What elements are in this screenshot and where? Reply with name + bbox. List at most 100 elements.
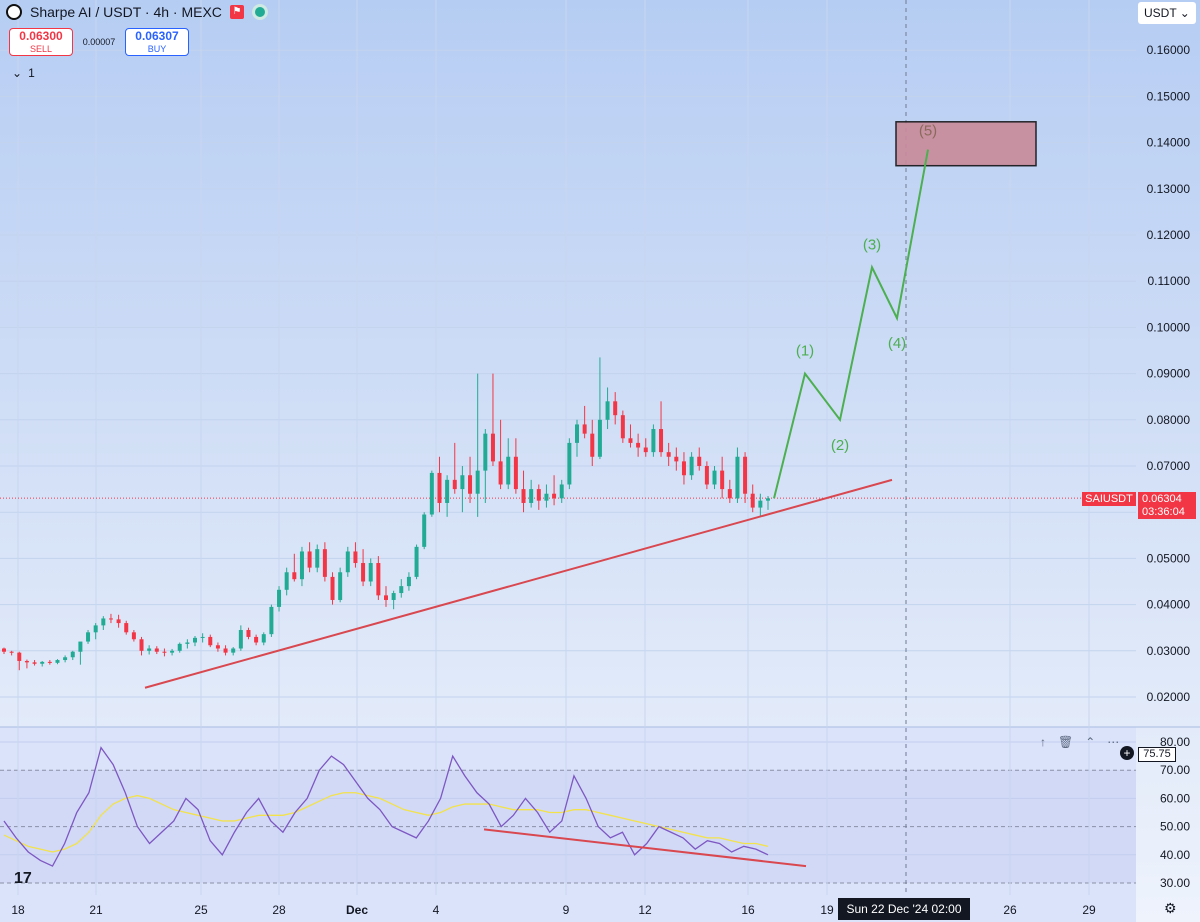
candle-body bbox=[567, 442, 572, 485]
last-price-tag: 0.06304 03:36:04 bbox=[1138, 492, 1196, 519]
candle-body bbox=[200, 636, 205, 638]
candle-body bbox=[9, 651, 14, 653]
candle-body bbox=[452, 479, 457, 490]
price-tick-label: 0.14000 bbox=[1147, 136, 1191, 150]
candle-body bbox=[666, 452, 671, 457]
gear-icon[interactable]: ⚙ bbox=[1164, 900, 1177, 916]
sell-button[interactable]: 0.06300 SELL bbox=[9, 28, 73, 56]
candle-body bbox=[108, 618, 113, 620]
candle-body bbox=[750, 493, 755, 508]
candle-body bbox=[613, 401, 618, 416]
candle-body bbox=[231, 648, 236, 653]
time-tick-label: 4 bbox=[433, 903, 440, 917]
candle-body bbox=[651, 429, 656, 453]
move-up-icon[interactable]: ↑ bbox=[1040, 735, 1046, 749]
price-tick-label: 0.12000 bbox=[1147, 228, 1191, 242]
time-tick-label: 9 bbox=[563, 903, 570, 917]
price-tick-label: 0.05000 bbox=[1147, 551, 1191, 565]
candle-body bbox=[353, 551, 358, 564]
candle-body bbox=[322, 549, 327, 577]
candle-body bbox=[681, 461, 686, 476]
spread-value: 0.00007 bbox=[82, 37, 116, 47]
time-tick-label: 25 bbox=[194, 903, 208, 917]
time-tick-label: 26 bbox=[1003, 903, 1017, 917]
plus-icon[interactable]: + bbox=[1120, 746, 1134, 760]
buy-button[interactable]: 0.06307 BUY bbox=[125, 28, 189, 56]
candle-body bbox=[147, 648, 152, 651]
candle-body bbox=[766, 498, 770, 501]
price-tick-label: 0.07000 bbox=[1147, 459, 1191, 473]
candle-body bbox=[330, 576, 335, 600]
buy-label: BUY bbox=[147, 44, 167, 54]
candle-body bbox=[575, 424, 579, 443]
collapse-icon[interactable]: ⌃ bbox=[1085, 735, 1096, 749]
flag-icon[interactable]: ⚑ bbox=[229, 5, 244, 19]
sell-price: 0.06300 bbox=[19, 29, 63, 43]
price-tick-label: 0.03000 bbox=[1147, 644, 1191, 658]
symbol-title[interactable]: Sharpe AI / USDT · 4h · MEXC bbox=[30, 4, 222, 20]
currency-select[interactable]: USDT ⌄ bbox=[1138, 2, 1196, 24]
wave-label: (1) bbox=[796, 343, 814, 360]
candle-body bbox=[712, 470, 717, 485]
candle-body bbox=[93, 625, 98, 633]
rsi-tick-label: 50.00 bbox=[1160, 820, 1190, 834]
candle-body bbox=[269, 606, 274, 635]
candle-body bbox=[70, 651, 75, 658]
price-tick-label: 0.10000 bbox=[1147, 320, 1191, 334]
candle-body bbox=[368, 563, 373, 582]
candle-body bbox=[727, 489, 732, 499]
candle-body bbox=[177, 643, 182, 651]
candle-body bbox=[208, 636, 213, 646]
candle-body bbox=[185, 642, 190, 644]
trash-icon[interactable]: 🗑 bbox=[1058, 735, 1074, 749]
time-tick-label: Dec bbox=[346, 903, 368, 917]
last-price: 0.06304 bbox=[1142, 493, 1182, 505]
candle-body bbox=[636, 442, 641, 448]
time-tick-label: 12 bbox=[638, 903, 652, 917]
time-tick-label: 29 bbox=[1082, 903, 1096, 917]
candle-body bbox=[536, 489, 541, 501]
candle-body bbox=[513, 456, 518, 490]
candle-body bbox=[544, 493, 549, 501]
more-icon[interactable]: ⋯ bbox=[1107, 735, 1120, 749]
candle-body bbox=[582, 424, 587, 434]
candle-body bbox=[674, 456, 679, 462]
candle-body bbox=[689, 456, 694, 476]
candle-body bbox=[498, 461, 503, 485]
support-trendline bbox=[144, 478, 893, 689]
candle-body bbox=[17, 652, 22, 661]
target-zone bbox=[895, 121, 1037, 167]
bar-countdown: 03:36:04 bbox=[1142, 506, 1185, 518]
indicator-count: 1 bbox=[28, 66, 35, 80]
candle-body bbox=[506, 456, 511, 485]
candle-body bbox=[743, 456, 748, 494]
price-tick-label: 0.08000 bbox=[1147, 413, 1191, 427]
candle-body bbox=[659, 429, 664, 453]
time-tick-label: 28 bbox=[272, 903, 286, 917]
wave-label: (3) bbox=[863, 236, 881, 253]
candle-body bbox=[490, 433, 495, 462]
candle-body bbox=[86, 632, 91, 642]
symbol-price-tag: SAIUSDT bbox=[1082, 492, 1136, 506]
candle-body bbox=[445, 479, 450, 503]
candle-body bbox=[605, 401, 610, 420]
candle-body bbox=[414, 546, 419, 577]
candle-body bbox=[422, 514, 427, 547]
candle-body bbox=[32, 662, 37, 664]
candle-body bbox=[101, 618, 106, 626]
candle-body bbox=[277, 589, 282, 607]
rsi-line bbox=[3, 746, 769, 867]
indicator-toggle[interactable]: ⌄ 1 bbox=[12, 66, 35, 80]
candle-body bbox=[238, 630, 243, 649]
candle-body bbox=[345, 551, 350, 573]
candle-body bbox=[529, 489, 534, 503]
candle-body bbox=[643, 447, 648, 453]
candle-body bbox=[170, 650, 175, 653]
candle-body bbox=[246, 630, 251, 637]
candle-body bbox=[63, 657, 68, 661]
candle-body bbox=[116, 619, 121, 624]
candle-body bbox=[40, 661, 45, 664]
candle-body bbox=[284, 572, 289, 590]
candle-body bbox=[307, 551, 312, 568]
